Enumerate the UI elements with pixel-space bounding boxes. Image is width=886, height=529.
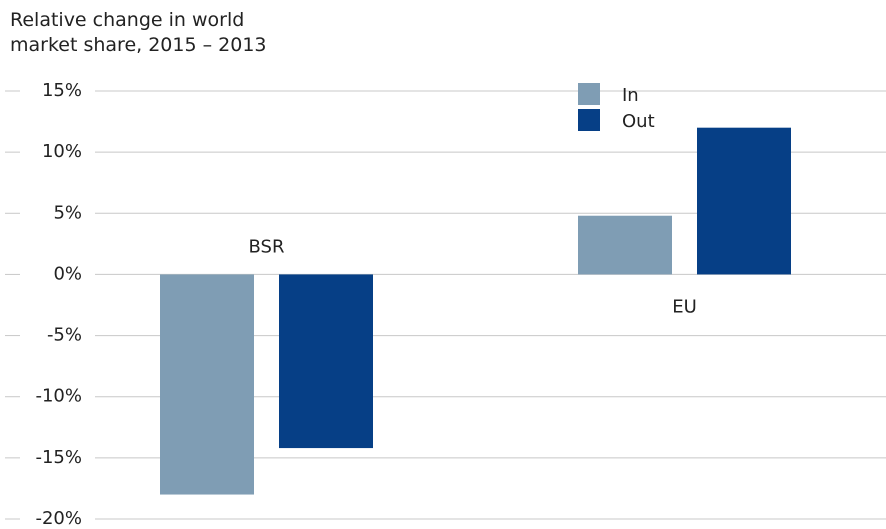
y-tick-label: 15%: [42, 80, 82, 101]
bar: [279, 274, 373, 449]
legend-label: Out: [622, 111, 655, 132]
legend-swatch: [578, 109, 600, 131]
chart-title: Relative change in world market share, 2…: [10, 9, 267, 56]
y-tick-label: -10%: [35, 386, 82, 407]
y-tick-label: 5%: [53, 202, 82, 223]
category-label: EU: [672, 296, 697, 317]
bar: [697, 127, 791, 275]
y-tick-label: -20%: [35, 508, 82, 529]
legend-swatch: [578, 83, 600, 105]
y-tick-label: -5%: [47, 325, 82, 346]
y-tick-label: -15%: [35, 447, 82, 468]
bar: [160, 274, 254, 495]
bar: [578, 215, 672, 275]
legend-label: In: [622, 85, 639, 106]
y-tick-label: 10%: [42, 141, 82, 162]
category-label: BSR: [249, 236, 285, 257]
y-tick-label: 0%: [53, 263, 82, 284]
